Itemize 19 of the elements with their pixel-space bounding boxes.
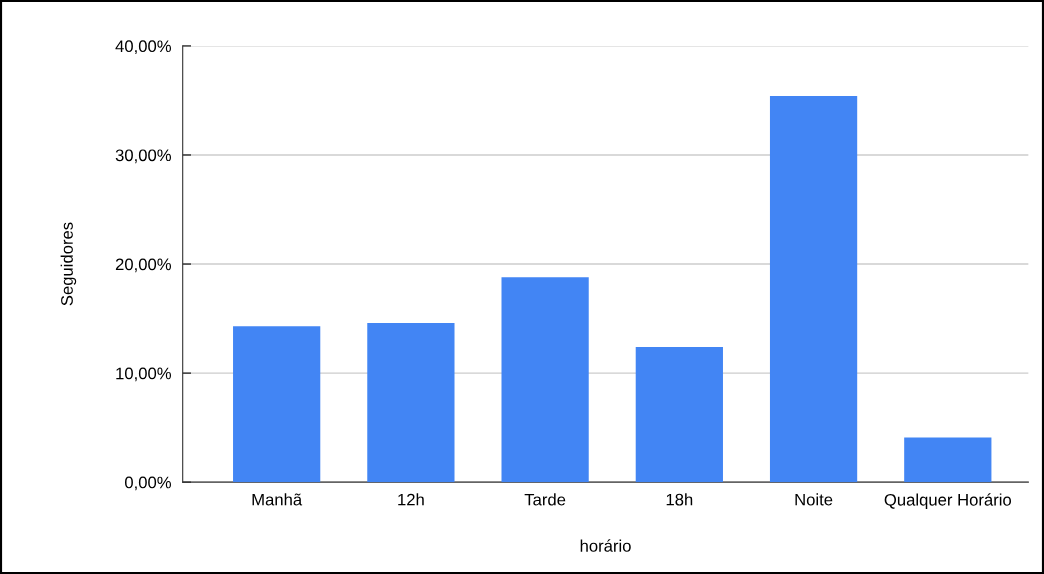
x-tick-label: Manhã	[252, 493, 303, 506]
bar	[904, 437, 992, 483]
x-tick-label: Noite	[795, 493, 833, 506]
y-tick-label: 30,00%	[115, 149, 171, 164]
bar	[769, 96, 858, 483]
y-tick-label: 20,00%	[115, 258, 171, 273]
x-tick-label: Tarde	[524, 493, 566, 506]
y-tick-label: 10,00%	[116, 367, 171, 382]
x-tick-label: Qualquer Horário	[884, 493, 1012, 509]
x-tick-label: 18h	[666, 493, 693, 506]
y-axis-title: Seguidores	[60, 222, 77, 306]
bar	[233, 326, 321, 483]
y-tick-label: 40,00%	[115, 40, 171, 55]
bar	[367, 322, 455, 483]
bar	[635, 346, 723, 483]
x-tick-label: 12h	[398, 493, 424, 506]
y-tick-label: 0,00%	[124, 476, 171, 491]
bar	[501, 277, 589, 483]
x-axis-title: horário	[580, 539, 631, 552]
